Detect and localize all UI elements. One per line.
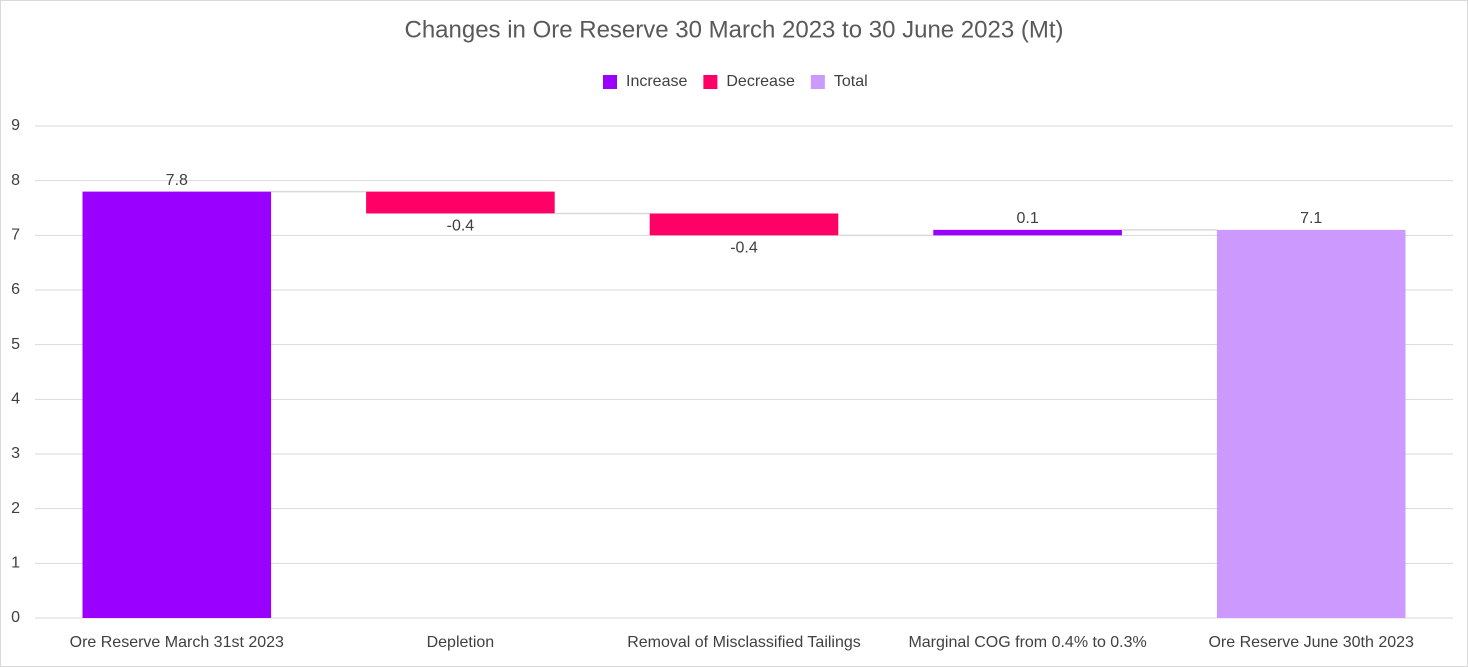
bar: [649, 213, 839, 236]
x-tick-label: Ore Reserve June 30th 2023: [1208, 634, 1414, 651]
legend-swatch: [703, 75, 718, 89]
y-tick-label: 6: [11, 281, 20, 298]
bar: [1216, 229, 1406, 618]
legend-label: Decrease: [726, 73, 795, 90]
y-tick-label: 8: [11, 172, 20, 189]
x-tick-label: Depletion: [427, 634, 495, 651]
y-tick-label: 0: [11, 609, 20, 626]
y-tick-label: 9: [11, 117, 20, 134]
y-tick-label: 3: [11, 445, 20, 462]
data-label: -0.4: [730, 240, 758, 257]
bar: [366, 191, 555, 214]
bar: [933, 229, 1122, 236]
legend-swatch: [603, 75, 617, 89]
x-tick-label: Marginal COG from 0.4% to 0.3%: [908, 634, 1146, 651]
data-label: 7.8: [166, 172, 188, 189]
x-tick-label: Ore Reserve March 31st 2023: [70, 634, 284, 651]
legend-swatch: [810, 75, 825, 89]
data-label: 0.1: [1016, 210, 1038, 227]
chart-title: Changes in Ore Reserve 30 March 2023 to …: [404, 16, 1063, 43]
legend-label: Total: [834, 73, 868, 90]
data-label: 7.1: [1300, 210, 1322, 227]
y-tick-label: 5: [11, 336, 20, 353]
bar: [82, 191, 272, 618]
legend-label: Increase: [626, 73, 687, 90]
y-tick-label: 4: [11, 391, 20, 408]
y-tick-label: 1: [11, 555, 20, 572]
y-tick-label: 2: [11, 500, 20, 517]
data-label: -0.4: [447, 218, 475, 235]
x-tick-label: Removal of Misclassified Tailings: [627, 634, 861, 651]
y-tick-label: 7: [11, 227, 20, 244]
